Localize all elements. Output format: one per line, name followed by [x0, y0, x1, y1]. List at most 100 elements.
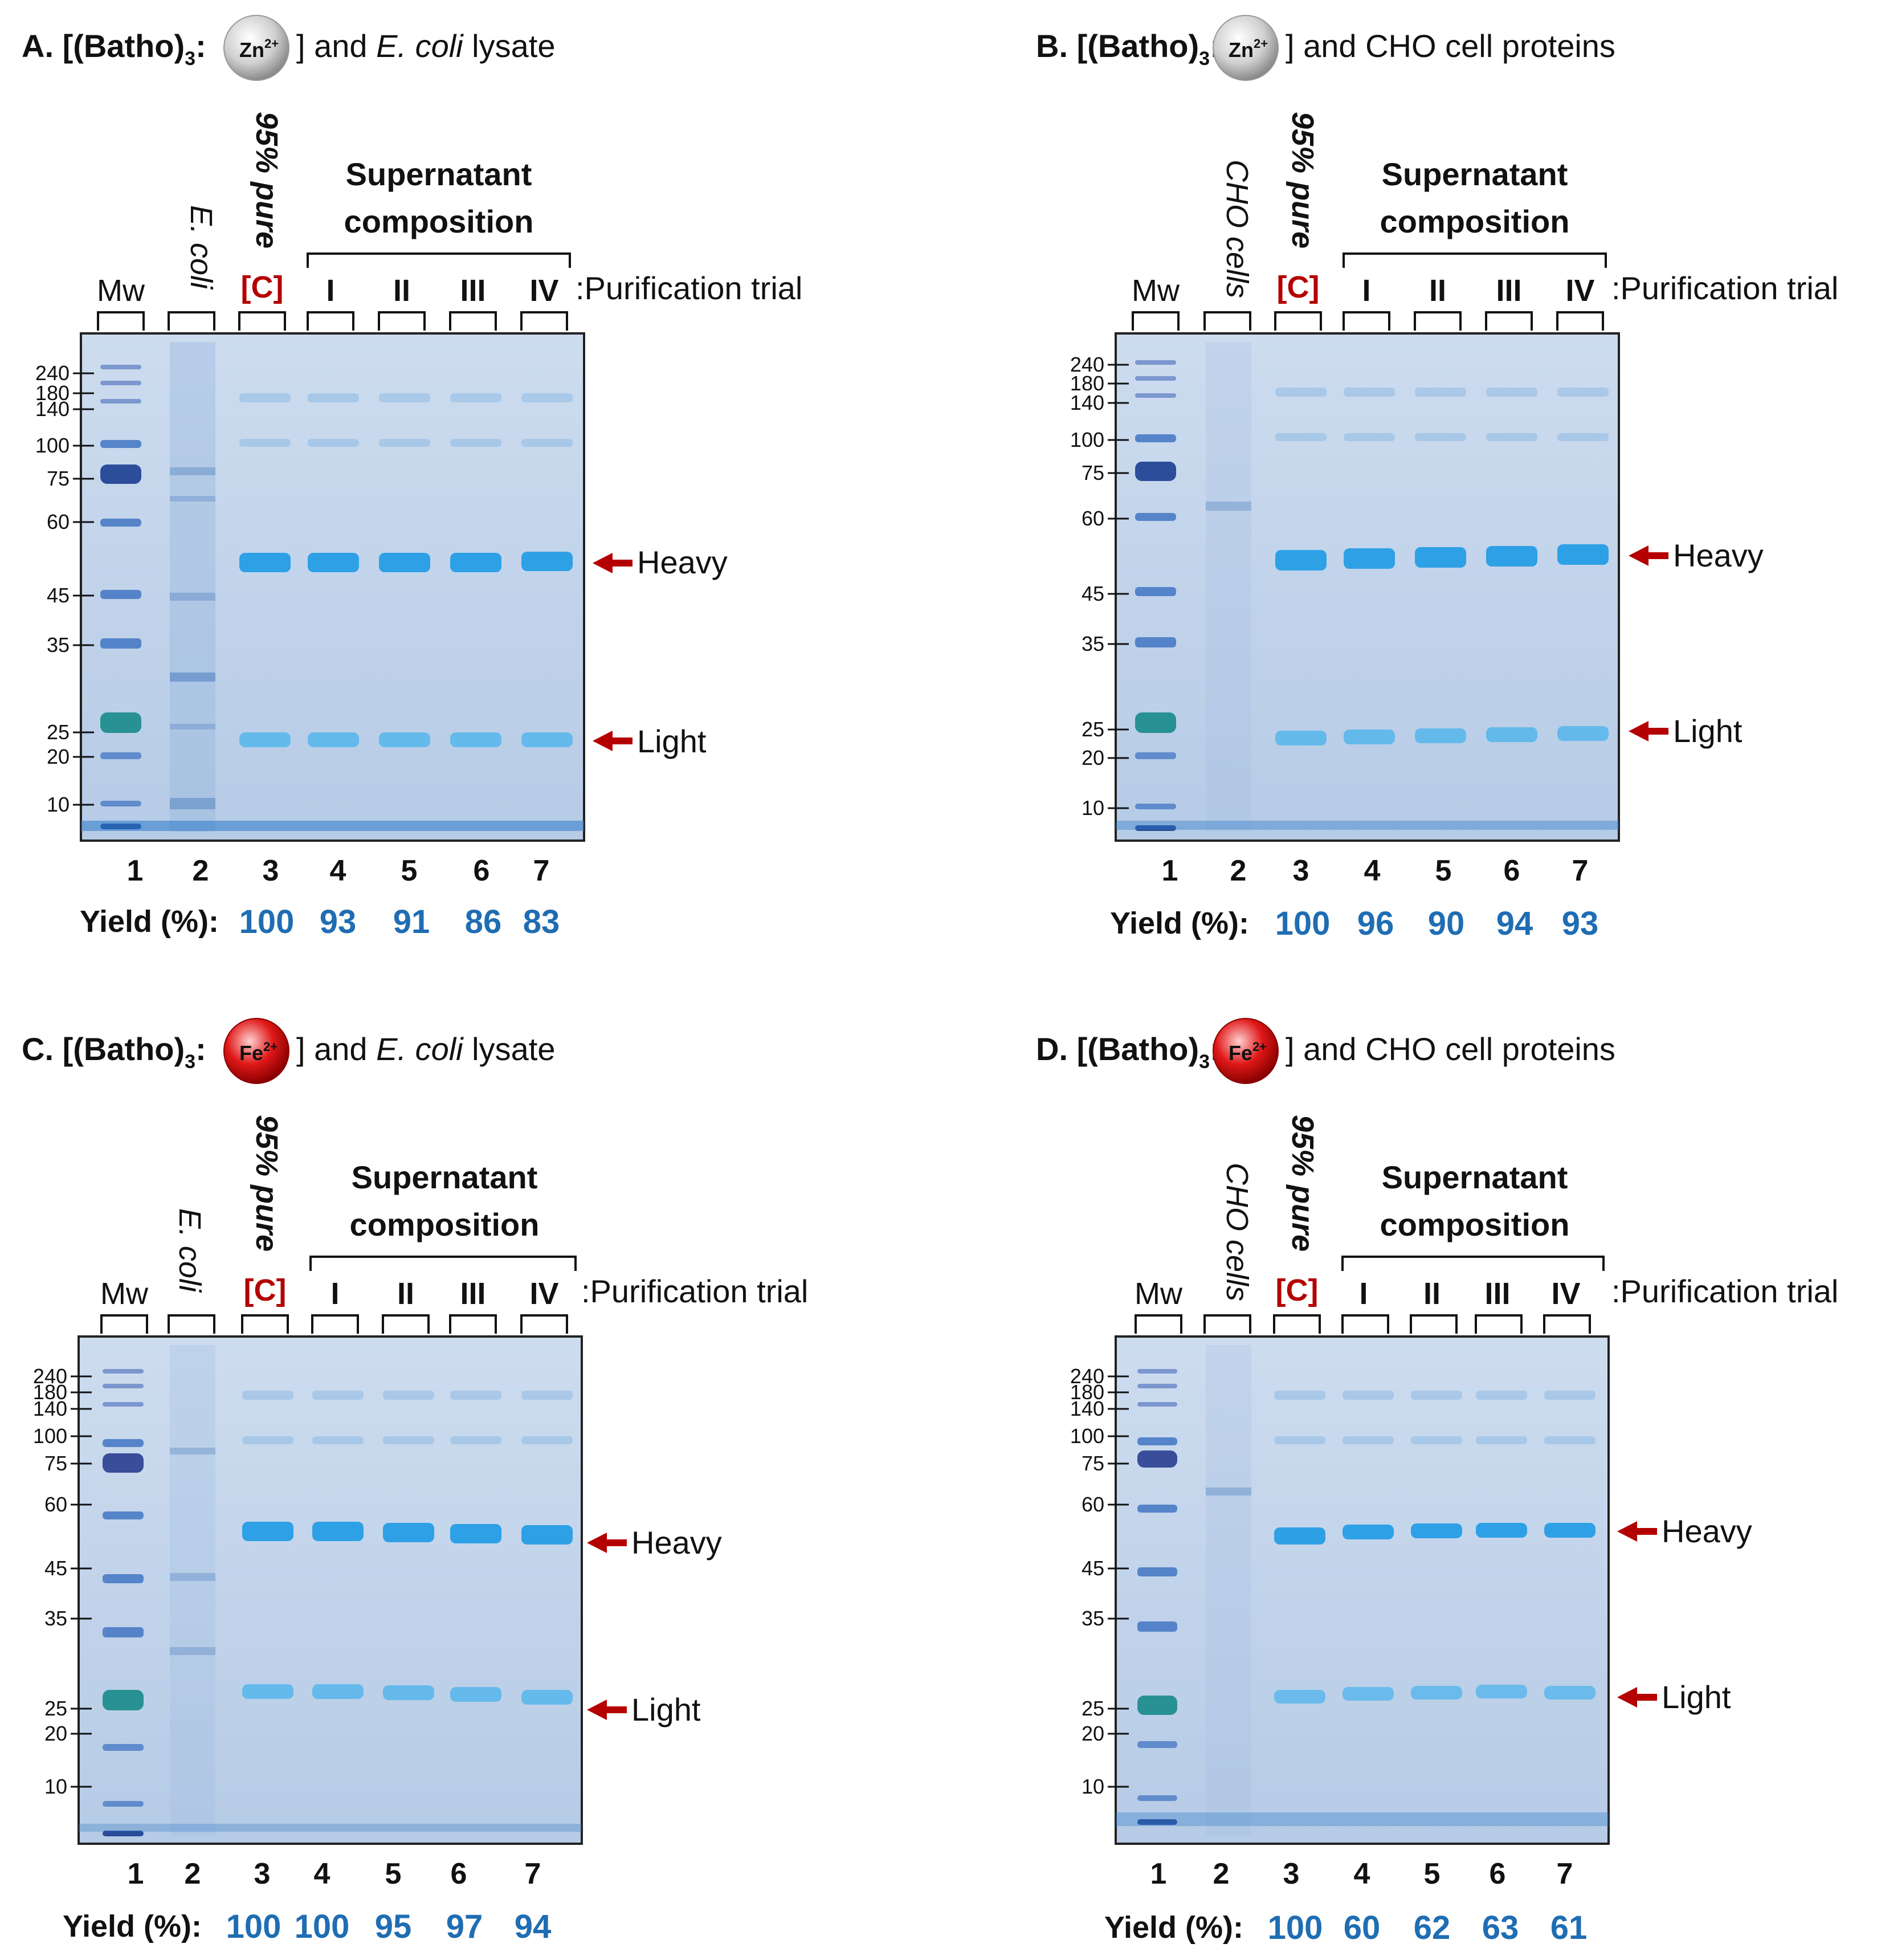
- mw-label: Mw: [100, 1277, 149, 1311]
- trial-IV: IV: [1565, 274, 1594, 308]
- panel-letter: C.: [22, 1031, 54, 1067]
- lane-number: 2: [185, 1857, 201, 1890]
- marker-label: 10: [47, 793, 70, 816]
- pure-label: 95% pure: [1286, 1115, 1320, 1252]
- lane-number: 2: [1230, 854, 1247, 887]
- marker-label: 25: [1082, 718, 1104, 741]
- lane-number: 1: [127, 854, 144, 887]
- yield-values: 100 60 62 63 61: [1268, 1909, 1588, 1946]
- lane-number: 5: [1424, 1857, 1441, 1890]
- lane-number: 5: [401, 854, 418, 887]
- trial-III: III: [1484, 1277, 1510, 1311]
- light-label: Light: [631, 1692, 701, 1727]
- lane-number: 4: [314, 1857, 330, 1890]
- sample-lane: [170, 1345, 215, 1835]
- title-after: ] and: [296, 28, 376, 64]
- svg-text:B. [(Batho)3:: B. [(Batho)3:: [1036, 28, 1221, 70]
- metal-symbol: Zn: [239, 38, 264, 62]
- lane-brackets: [100, 1314, 568, 1334]
- metal-charge: 2+: [1252, 1040, 1267, 1054]
- marker-label: 25: [44, 1697, 67, 1720]
- trial-II: II: [1429, 274, 1446, 308]
- marker-ticks: [1108, 364, 1129, 809]
- light-label: Light: [1662, 1679, 1731, 1715]
- light-arrow: Light: [1629, 713, 1743, 749]
- complex-sub: 3: [185, 48, 195, 70]
- heavy-arrow: Heavy: [593, 544, 728, 580]
- yield-value: 100: [239, 903, 295, 940]
- yield-value: 100: [295, 1908, 350, 1945]
- marker-label: 20: [1082, 746, 1104, 769]
- yield-value: 100: [1275, 905, 1331, 942]
- yield-label: Yield (%):: [80, 904, 219, 939]
- supernatant-line2: composition: [350, 1207, 540, 1242]
- marker-label: 75: [47, 467, 70, 490]
- svg-text:D. [(Batho)3:: D. [(Batho)3:: [1036, 1031, 1221, 1073]
- marker-label: 20: [47, 745, 70, 768]
- complex-prefix: [(Batho): [63, 28, 185, 64]
- trial-I: I: [330, 1277, 339, 1311]
- yield-value: 83: [523, 903, 560, 940]
- light-arrow: Light: [1617, 1679, 1731, 1715]
- faint-bands: [239, 393, 573, 447]
- iron-ion-icon: [1213, 1018, 1279, 1084]
- yield-value: 100: [226, 1908, 281, 1945]
- pure-label: 95% pure: [250, 1115, 284, 1252]
- marker-ticks: [71, 1375, 92, 1788]
- marker-label: 240: [1070, 353, 1104, 376]
- lane-number: 4: [1364, 854, 1381, 887]
- light-bands: [239, 732, 573, 747]
- dye-front: [79, 1824, 582, 1832]
- lane-numbers: 1 2 3 4 5 6 7: [127, 854, 550, 887]
- marker-label: 140: [35, 397, 70, 421]
- gel: [1115, 1335, 1610, 1845]
- yield-value: 94: [515, 1908, 552, 1945]
- lane-number: 3: [254, 1857, 271, 1890]
- trial-I: I: [1362, 274, 1370, 308]
- svg-text:] and E. coli lysate: ] and E. coli lysate: [296, 28, 555, 64]
- lane-number: 1: [128, 1857, 144, 1890]
- zinc-ion-icon: [223, 15, 289, 81]
- lane-number: 1: [1150, 1857, 1167, 1890]
- metal-symbol: Zn: [1229, 38, 1254, 62]
- supernatant-line2: composition: [1380, 1207, 1570, 1242]
- trial-II: II: [393, 274, 410, 308]
- panel-letter: A.: [22, 28, 54, 64]
- mw-label: Mw: [1132, 274, 1180, 308]
- yield-value: 62: [1414, 1909, 1451, 1946]
- marker-label: 140: [1070, 1397, 1104, 1420]
- lane-number: 7: [525, 1857, 541, 1890]
- lane-number: 6: [474, 854, 490, 887]
- light-bands: [242, 1684, 573, 1705]
- ladder-lane: [103, 1369, 144, 1836]
- title-after: ] and CHO cell proteins: [1286, 28, 1615, 64]
- title-after: ] and: [296, 1031, 376, 1067]
- svg-text:Fe2+: Fe2+: [239, 1040, 278, 1065]
- yield-values: 100 96 90 94 93: [1275, 905, 1599, 942]
- lane-number: 5: [1435, 854, 1452, 887]
- panel-a: A. [(Batho)3: Zn2+ ] and E. coli lysate …: [22, 15, 802, 940]
- lane-number: 7: [1572, 854, 1589, 887]
- lane-number: 4: [1354, 1857, 1370, 1890]
- metal-charge: 2+: [264, 36, 279, 51]
- marker-label: 240: [33, 1364, 67, 1388]
- supernatant-line1: Supernatant: [352, 1159, 538, 1195]
- metal-symbol: Fe: [1229, 1041, 1252, 1065]
- pure-label: 95% pure: [1286, 112, 1320, 248]
- sample-lane: [170, 342, 215, 832]
- yield-value: 94: [1496, 905, 1533, 942]
- sample-label: CHO cells: [1220, 160, 1254, 298]
- faint-bands: [1274, 1391, 1596, 1444]
- marker-label: 180: [33, 1380, 67, 1404]
- dye-front: [1116, 821, 1619, 830]
- supernatant-bracket: [307, 252, 571, 268]
- ladder-lane: [100, 365, 141, 829]
- heavy-bands: [1274, 1523, 1596, 1545]
- marker-label: 20: [1082, 1722, 1104, 1745]
- svg-text:Fe2+: Fe2+: [1229, 1040, 1267, 1065]
- pure-label: 95% pure: [250, 112, 284, 248]
- trial-caption: :Purification trial: [1611, 1273, 1838, 1309]
- light-arrow: Light: [593, 723, 707, 759]
- marker-ticks: [73, 372, 94, 806]
- metal-charge: 2+: [1254, 36, 1268, 51]
